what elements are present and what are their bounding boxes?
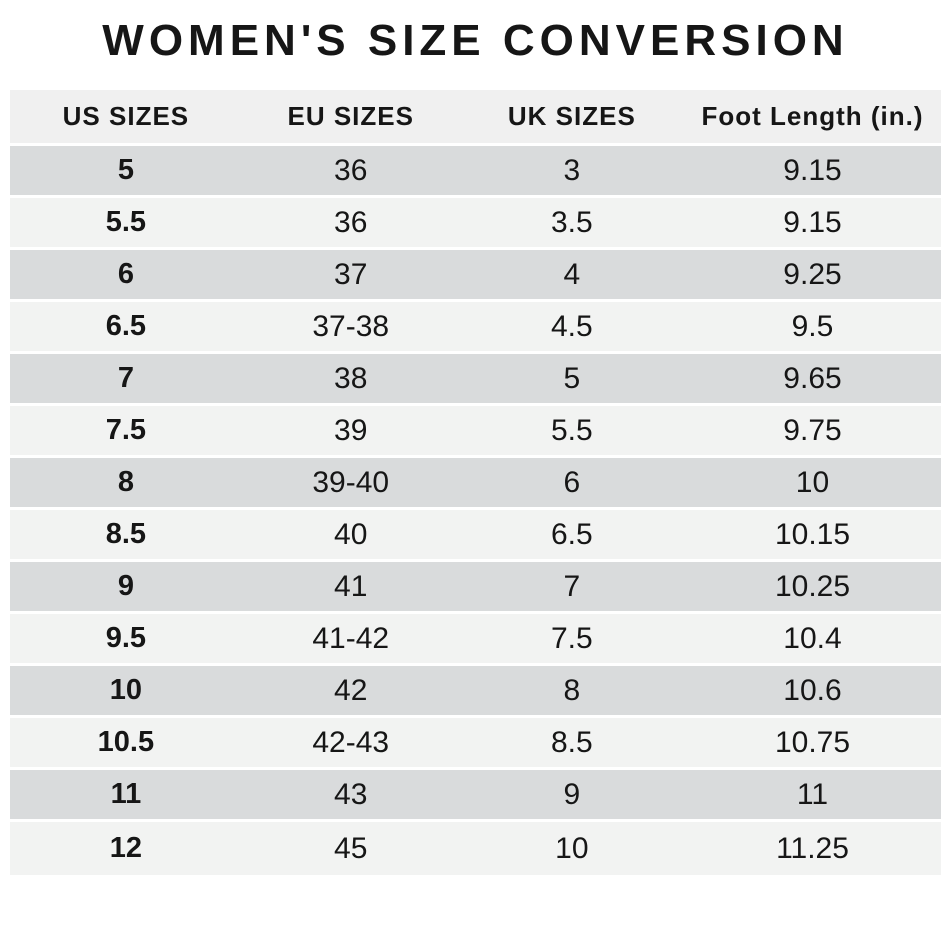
table-row: 9.5 41-42 7.5 10.4 <box>10 611 941 663</box>
table-cell: 5.5 <box>105 206 147 238</box>
table-cell: 36 <box>334 205 368 239</box>
table-cell: 8.5 <box>105 518 147 550</box>
table-row: 8 39-40 6 10 <box>10 455 941 507</box>
column-header-uk-sizes: UK SIZES <box>507 101 636 131</box>
table-cell: 7.5 <box>550 621 593 655</box>
table-row: 11 43 9 11 <box>10 767 941 819</box>
table-cell: 3 <box>563 153 581 187</box>
table-cell: 37 <box>334 257 368 291</box>
table-row: 9 41 7 10.25 <box>10 559 941 611</box>
table-cell: 9.15 <box>783 205 842 239</box>
table-cell: 4.5 <box>550 309 593 343</box>
table-row: 5 36 3 9.15 <box>10 143 941 195</box>
table-cell: 41 <box>334 569 368 603</box>
table-cell: 6.5 <box>550 517 593 551</box>
table-row: 12 45 10 11.25 <box>10 819 941 875</box>
table-row: 6.5 37-38 4.5 9.5 <box>10 299 941 351</box>
table-cell: 38 <box>334 361 368 395</box>
table-row: 8.5 40 6.5 10.15 <box>10 507 941 559</box>
table-body: 5 36 3 9.15 5.5 36 3.5 9.15 6 37 4 9.25 6.5 37-38 4.5 9… <box>10 143 941 875</box>
table-cell: 12 <box>109 832 143 864</box>
table-cell: 10.75 <box>774 725 851 759</box>
column-header-us-sizes: US SIZES <box>62 101 190 131</box>
column-header-eu-sizes: EU SIZES <box>287 101 414 131</box>
table-cell: 9.25 <box>783 257 842 291</box>
table-cell: 8 <box>117 466 134 498</box>
table-cell: 3.5 <box>550 205 593 239</box>
table-cell: 11 <box>796 777 829 811</box>
table-cell: 43 <box>334 777 368 811</box>
table-cell: 9.15 <box>783 153 842 187</box>
table-cell: 9 <box>117 570 134 602</box>
table-cell: 9 <box>563 777 581 811</box>
table-cell: 39-40 <box>312 465 390 499</box>
table-cell: 10.5 <box>97 726 155 758</box>
table-cell: 7 <box>563 569 581 603</box>
table-cell: 7 <box>117 362 134 394</box>
table-cell: 42-43 <box>312 725 390 759</box>
table-cell: 10 <box>109 674 143 706</box>
table-cell: 41-42 <box>312 621 390 655</box>
table-row: 10.5 42-43 8.5 10.75 <box>10 715 941 767</box>
table-cell: 39 <box>334 413 368 447</box>
table-cell: 36 <box>334 153 368 187</box>
table-cell: 9.5 <box>791 309 834 343</box>
table-row: 10 42 8 10.6 <box>10 663 941 715</box>
table-cell: 10.6 <box>783 673 842 707</box>
page-title: WOMEN'S SIZE CONVERSION <box>102 16 849 65</box>
table-cell: 5.5 <box>550 413 593 447</box>
table-cell: 10 <box>555 831 589 865</box>
table-cell: 4 <box>563 257 581 291</box>
table-cell: 40 <box>334 517 368 551</box>
table-cell: 8 <box>563 673 581 707</box>
table-row: 5.5 36 3.5 9.15 <box>10 195 941 247</box>
table-row: 7.5 39 5.5 9.75 <box>10 403 941 455</box>
table-row: 7 38 5 9.65 <box>10 351 941 403</box>
table-cell: 42 <box>334 673 368 707</box>
table-cell: 9.65 <box>783 361 842 395</box>
table-cell: 10.15 <box>774 517 851 551</box>
table-cell: 6 <box>117 258 134 290</box>
size-conversion-table: US SIZES EU SIZES UK SIZES Foot Length (… <box>10 90 941 875</box>
table-header-row: US SIZES EU SIZES UK SIZES Foot Length (… <box>10 90 941 143</box>
table-cell: 8.5 <box>550 725 593 759</box>
table-cell: 6 <box>563 465 581 499</box>
table-cell: 11 <box>110 778 142 810</box>
table-cell: 37-38 <box>312 309 390 343</box>
table-cell: 11.25 <box>776 831 849 865</box>
table-cell: 9.5 <box>105 622 147 654</box>
table-cell: 45 <box>334 831 368 865</box>
table-row: 6 37 4 9.25 <box>10 247 941 299</box>
table-cell: 7.5 <box>105 414 147 446</box>
table-cell: 9.75 <box>783 413 842 447</box>
table-cell: 6.5 <box>105 310 147 342</box>
table-cell: 10.25 <box>774 569 851 603</box>
table-cell: 10 <box>795 465 830 499</box>
column-header-foot-length: Foot Length (in.) <box>701 101 924 131</box>
table-cell: 5 <box>117 154 134 186</box>
table-cell: 5 <box>563 361 581 395</box>
table-cell: 10.4 <box>783 621 842 655</box>
